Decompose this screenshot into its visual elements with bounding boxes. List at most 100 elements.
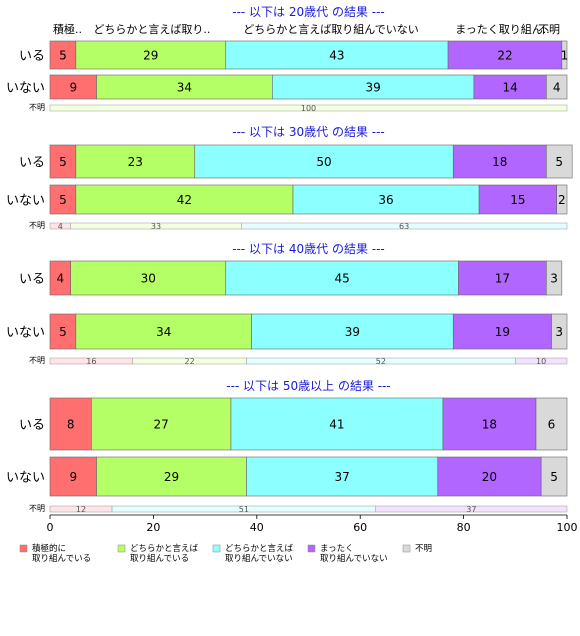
data-label: 23 [128, 155, 143, 169]
data-label: 10 [536, 357, 546, 366]
data-label: 37 [334, 470, 349, 484]
row-label: 不明 [29, 103, 45, 112]
data-label: 52 [376, 357, 386, 366]
x-tick-label: 40 [250, 521, 264, 534]
bar-segment [75, 313, 252, 350]
x-tick-label: 0 [47, 521, 54, 534]
legend-swatch [19, 544, 28, 553]
data-label: 34 [156, 325, 171, 339]
legend-label: 積極的に [32, 543, 66, 554]
legend-label: 取り組んでいる [32, 553, 91, 564]
bar-segment [225, 260, 459, 296]
panel-title: --- 以下は 30歳代 の結果 --- [232, 125, 385, 139]
column-header-label: まったく取り組ん.. [455, 23, 550, 36]
column-header-label: 積極.. [53, 22, 82, 36]
legend-label: 取り組んでいない [320, 553, 388, 564]
panel-title: --- 以下は 50歳以上 の結果 --- [226, 379, 391, 393]
data-label: 4 [58, 222, 63, 231]
data-label: 41 [329, 418, 344, 432]
bar-segment [292, 184, 480, 215]
data-label: 36 [378, 193, 393, 207]
bar-segment [458, 260, 547, 296]
bar-segment [49, 40, 77, 70]
bar-segment [230, 397, 444, 451]
bar-segment [49, 313, 77, 350]
bar-segment [473, 74, 547, 100]
legend-label: 取り組んでいる [130, 553, 189, 564]
bar-segment [91, 397, 232, 451]
bar-segment [75, 144, 196, 179]
data-label: 1 [561, 49, 569, 63]
bar-segment [442, 397, 537, 451]
bar-segment [561, 40, 568, 70]
bar-segment [70, 260, 227, 296]
data-label: 39 [345, 325, 360, 339]
bar-segment [546, 144, 573, 179]
data-label: 30 [141, 272, 156, 286]
column-header-label: どちらかと言えば取り.. [93, 23, 210, 36]
data-label: 17 [495, 272, 510, 286]
column-header-label: どちらかと言えば取り組んでいない [243, 23, 418, 36]
bar-segment [49, 184, 77, 215]
bar-segment [241, 222, 568, 230]
x-tick-label: 100 [557, 521, 578, 534]
bar-segment [96, 74, 273, 100]
bar-segment [556, 184, 568, 215]
bar-segment [546, 260, 563, 296]
row-label: いない [6, 326, 45, 341]
data-label: 22 [497, 49, 512, 63]
data-label: 4 [553, 81, 561, 95]
data-label: 45 [334, 272, 349, 286]
bar-segment [551, 313, 568, 350]
legend-swatch [212, 544, 221, 553]
row-label: いる [19, 418, 45, 433]
panel-title: --- 以下は 20歳代 の結果 --- [232, 5, 385, 19]
data-label: 63 [399, 222, 409, 231]
legend-label: まったく [320, 544, 354, 554]
data-label: 22 [184, 357, 194, 366]
bar-segment [452, 144, 547, 179]
data-label: 19 [495, 325, 510, 339]
data-label: 12 [76, 505, 86, 514]
bar-segment [478, 184, 557, 215]
data-label: 42 [177, 193, 192, 207]
legend-label: どちらかと言えば [225, 543, 294, 554]
data-label: 5 [59, 49, 67, 63]
bar-segment [272, 74, 475, 100]
row-label: 不明 [29, 504, 45, 513]
data-label: 18 [492, 155, 507, 169]
bar-segment [225, 40, 449, 70]
data-label: 51 [239, 505, 249, 514]
legend-label: どちらかと言えば [130, 543, 199, 554]
bar-segment [49, 144, 77, 179]
data-label: 29 [143, 49, 158, 63]
row-label: いる [19, 156, 45, 171]
x-tick-label: 60 [353, 521, 367, 534]
bar-segment [75, 40, 227, 70]
data-label: 50 [316, 155, 331, 169]
data-label: 5 [550, 470, 558, 484]
data-label: 4 [57, 272, 65, 286]
row-label: いる [19, 49, 45, 64]
bar-segment [251, 313, 454, 350]
data-label: 9 [69, 470, 77, 484]
row-label: いない [6, 194, 45, 209]
data-label: 100 [301, 104, 316, 113]
data-label: 33 [151, 222, 161, 231]
bar-segment [75, 184, 294, 215]
data-label: 43 [329, 49, 344, 63]
column-header-label: 不明 [538, 23, 560, 36]
data-label: 18 [482, 418, 497, 432]
data-label: 3 [550, 272, 558, 286]
bar-segment [452, 313, 552, 350]
data-label: 39 [365, 81, 380, 95]
bar-segment [194, 144, 454, 179]
bar-segment [96, 456, 247, 497]
row-label: いる [19, 272, 45, 287]
bar-segment [375, 505, 568, 513]
bar-segment [49, 456, 97, 497]
row-label: いない [6, 81, 45, 96]
data-label: 5 [59, 155, 67, 169]
data-label: 5 [59, 193, 67, 207]
